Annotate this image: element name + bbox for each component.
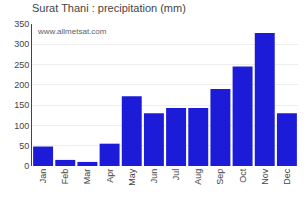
svg-text:Apr: Apr: [105, 169, 115, 183]
svg-text:150: 150: [14, 100, 29, 110]
svg-text:200: 200: [14, 80, 29, 90]
svg-text:www.allmetsat.com: www.allmetsat.com: [37, 27, 107, 36]
svg-text:Jun: Jun: [149, 169, 159, 184]
svg-text:Nov: Nov: [260, 168, 270, 185]
svg-text:Surat Thani : precipitation (m: Surat Thani : precipitation (mm): [32, 2, 186, 14]
svg-text:100: 100: [14, 121, 29, 131]
svg-text:Aug: Aug: [193, 169, 203, 185]
svg-text:Jan: Jan: [38, 169, 48, 184]
svg-text:May: May: [127, 168, 137, 186]
svg-text:250: 250: [14, 60, 29, 70]
svg-text:Jul: Jul: [171, 169, 181, 181]
svg-text:Dec: Dec: [282, 168, 292, 185]
svg-text:Sep: Sep: [215, 169, 225, 185]
svg-text:300: 300: [14, 39, 29, 49]
svg-text:Oct: Oct: [238, 168, 248, 183]
svg-text:Mar: Mar: [82, 169, 92, 185]
svg-text:50: 50: [19, 141, 29, 151]
svg-text:Feb: Feb: [60, 169, 70, 185]
svg-text:350: 350: [14, 19, 29, 29]
svg-text:0: 0: [24, 161, 29, 171]
